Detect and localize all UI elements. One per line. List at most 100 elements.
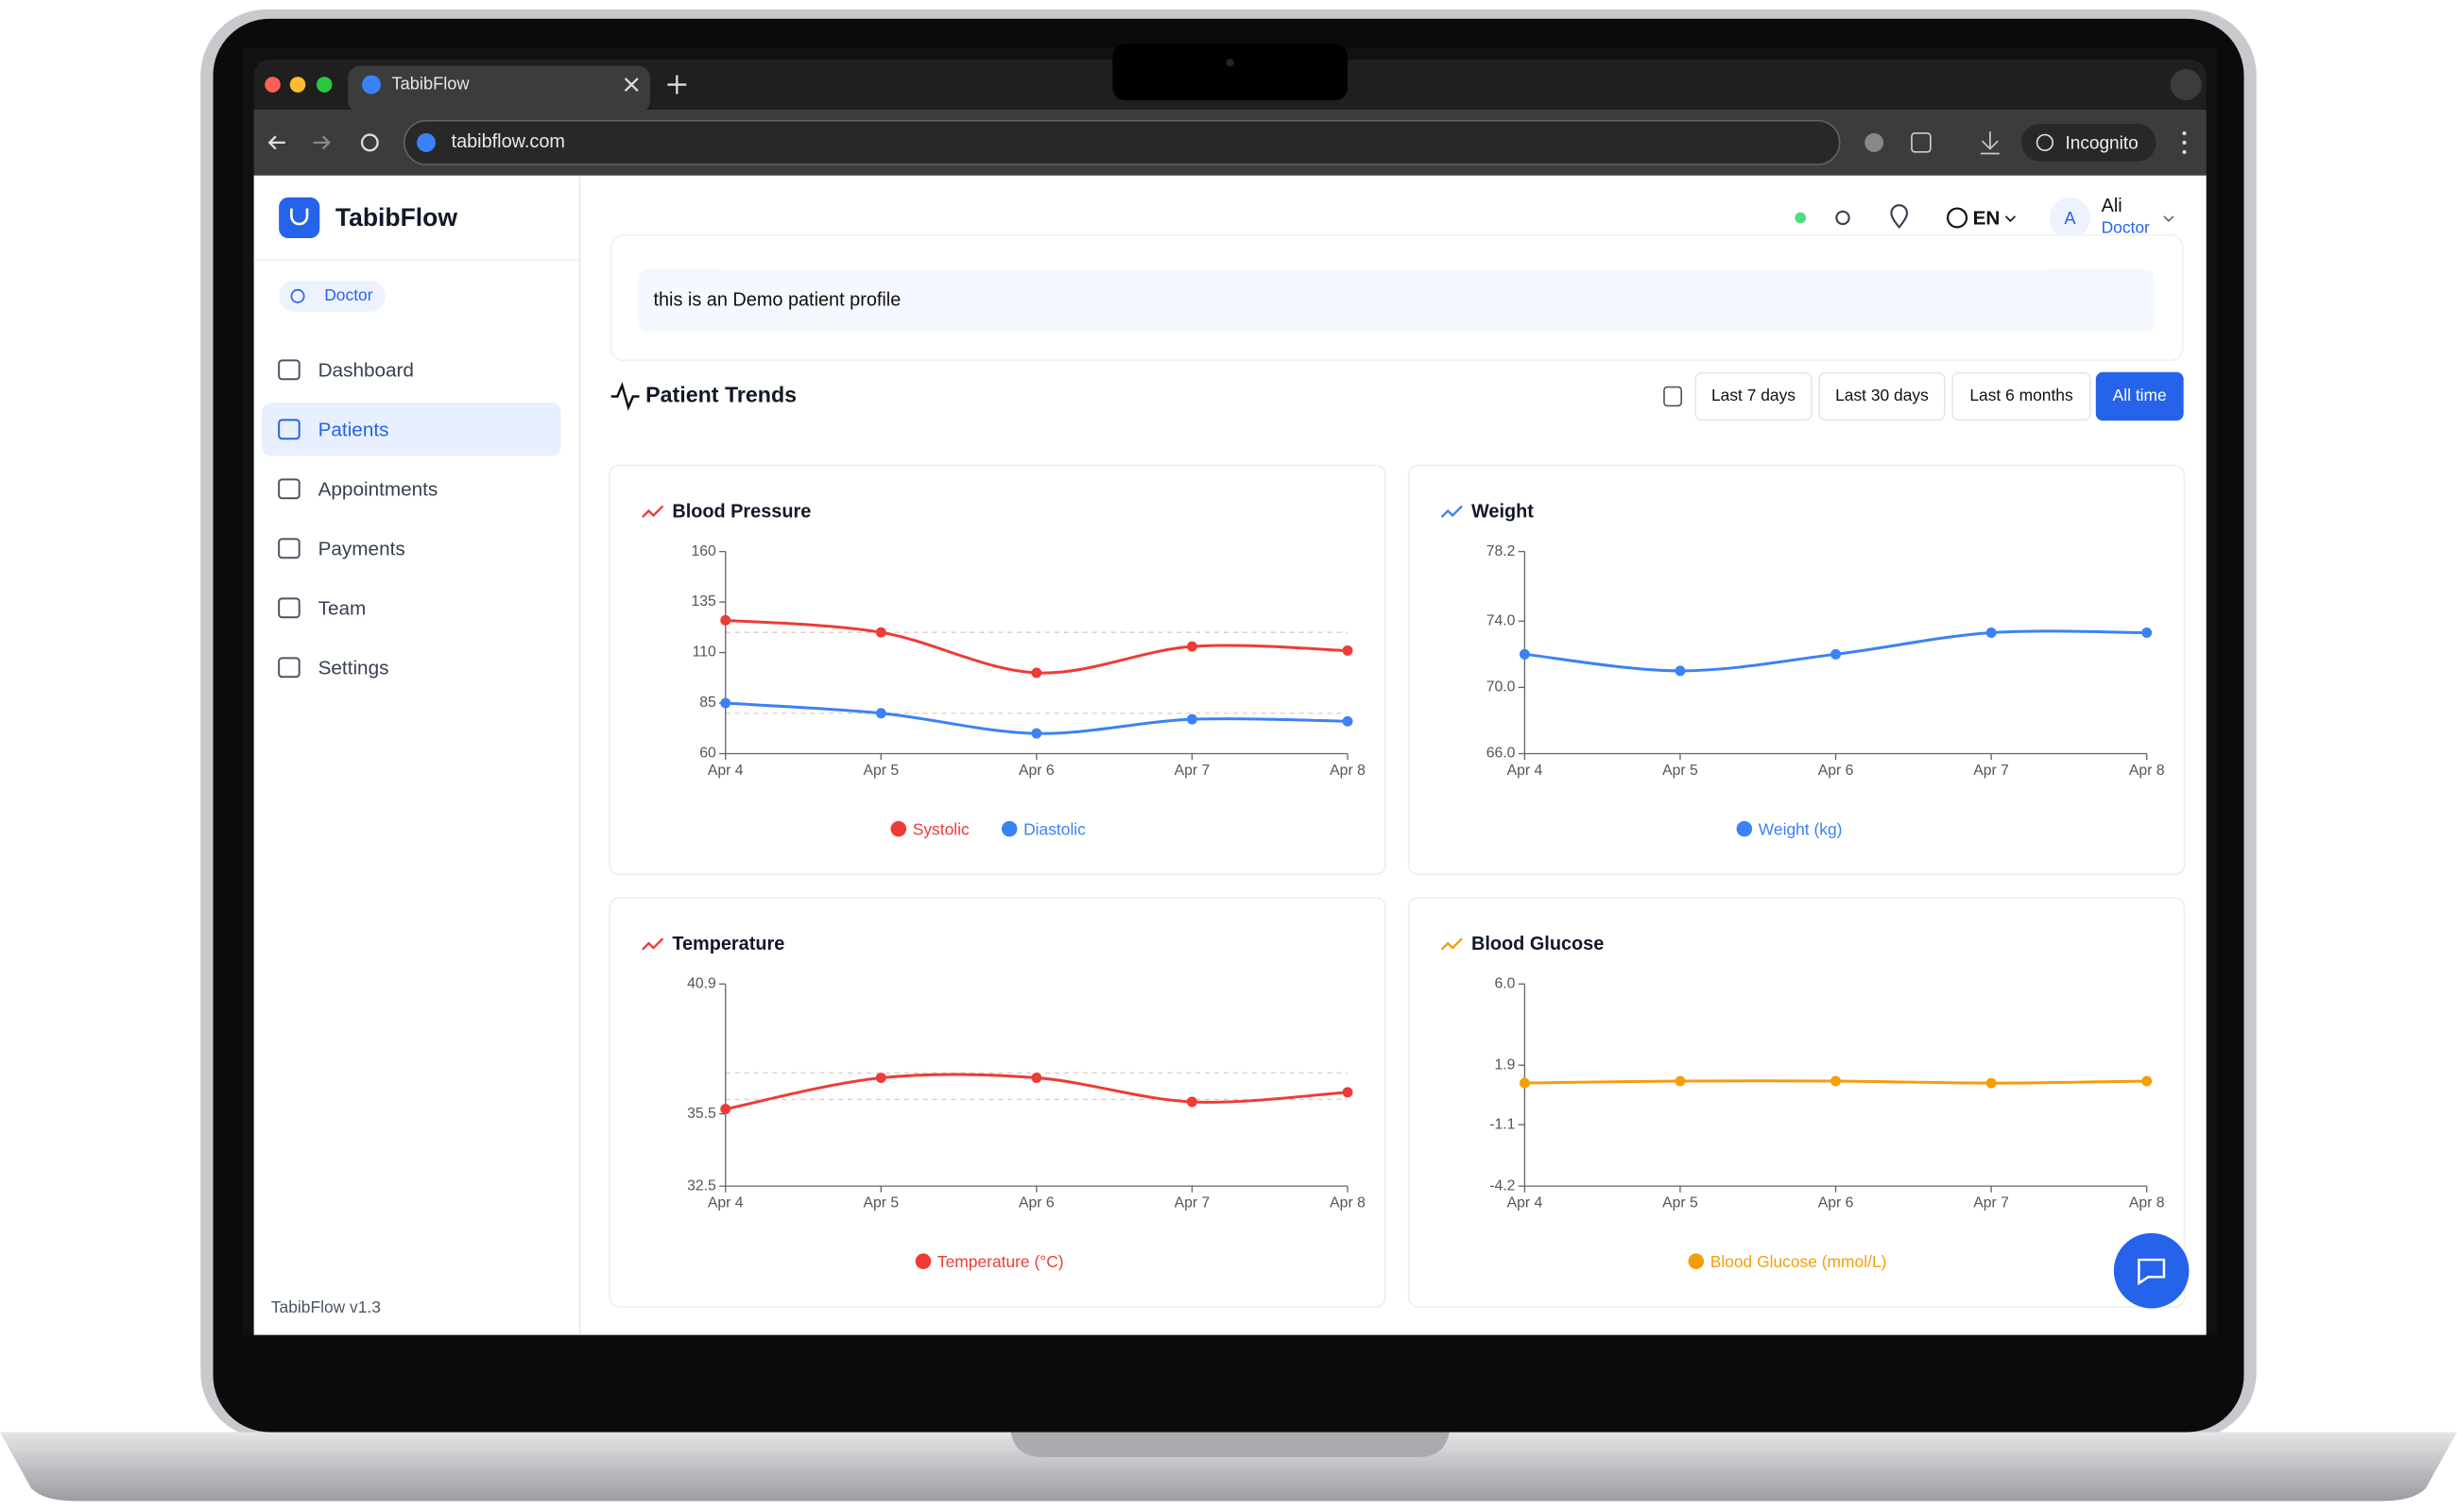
nav-item[interactable]: Settings [318,657,389,679]
chart-card [609,464,1386,876]
x-tick-label: Apr 8 [2129,1195,2165,1211]
tab-menu[interactable] [2170,68,2202,101]
url-bar[interactable] [403,119,1841,165]
incognito-label: Incognito [2065,134,2138,154]
nav-item[interactable]: Team [318,597,367,619]
data-point [1519,1077,1530,1089]
charts: Blood Pressure 60 85 110 135 160 Apr 4 Apr 5 Apr… [609,464,2186,1308]
data-point [1186,641,1197,652]
x-tick-label: Apr 4 [708,1195,744,1211]
language[interactable]: EN [1973,208,2001,230]
x-tick-label: Apr 6 [1019,1195,1055,1211]
range-button[interactable] [2095,371,2184,421]
forward[interactable] [313,135,331,150]
chart-title: Weight [1471,501,1534,522]
tab-close[interactable] [624,77,639,92]
data-point [875,708,886,719]
data-point [1342,644,1353,656]
nav-icon[interactable] [278,359,301,381]
close-dot[interactable] [265,77,281,93]
avatar[interactable] [2049,197,2090,239]
x-tick-label: Apr 5 [863,1195,899,1211]
download-icon[interactable] [1980,131,2000,155]
nav-icon[interactable] [278,657,301,679]
chart-icon [642,937,664,951]
range-button[interactable] [1818,371,1946,421]
user-role: Doctor [2102,218,2150,237]
legend-label: Temperature (°C) [937,1252,1064,1271]
incognito-chip[interactable] [2021,123,2156,162]
x-tick-label: Apr 4 [1507,1195,1543,1211]
ext-icon[interactable] [1864,132,1884,152]
note: this is an Demo patient profile [653,290,901,311]
x-tick-label: Apr 5 [1662,763,1698,779]
x-tick-label: Apr 6 [1818,1195,1854,1211]
url: tabibflow.com [452,131,565,152]
max-dot[interactable] [316,77,333,93]
x-tick-label: Apr 8 [2129,763,2165,779]
data-point [1519,648,1530,660]
x-tick-label: Apr 6 [1019,763,1055,779]
data-point [2141,627,2153,639]
data-point [720,614,731,626]
data-point [1342,715,1353,727]
data-point [1830,1075,1842,1087]
x-tick-label: Apr 7 [1175,1195,1211,1211]
nav-active [261,403,561,456]
nav-item[interactable]: Payments [318,538,405,559]
x-tick-label: Apr 5 [863,763,899,779]
data-point [1186,713,1197,725]
trends-title: Patient Trends [645,383,797,407]
range-button[interactable] [1951,371,2091,421]
y-tick-label: -4.2 [1489,1177,1515,1194]
x-tick-label: Apr 7 [1175,763,1211,779]
nav-icon[interactable] [278,597,301,619]
tab-title: TabibFlow [392,73,471,93]
tab[interactable] [348,65,651,113]
user-name: Ali [2102,196,2122,216]
range-button[interactable] [1694,371,1813,421]
data-point [1830,648,1842,660]
x-tick-label: Apr 4 [1507,763,1543,779]
nav-icon[interactable] [278,478,301,500]
y-tick-label: 135 [691,593,716,610]
version: TabibFlow v1.3 [271,1297,381,1316]
legend-label: Blood Glucose (mmol/L) [1710,1252,1887,1271]
incognito-icon [2036,133,2054,151]
y-tick-label: 160 [691,543,716,559]
role-badge [279,280,386,312]
user-caret [2163,215,2174,222]
chart-card [1407,464,2186,876]
x-tick-label: Apr 7 [1973,1195,2009,1211]
globe-icon[interactable] [1947,207,1968,229]
theme-toggle[interactable] [1835,210,1850,226]
laptop-base [0,1432,2457,1502]
camera-notch [1112,43,1349,101]
nav-icon[interactable] [278,538,301,559]
data-point [1342,1087,1353,1098]
back[interactable] [267,135,285,150]
nav-item[interactable]: Appointments [318,478,438,500]
nav-item[interactable]: Patients [318,419,389,440]
calendar-icon[interactable] [1663,386,1683,407]
location-icon[interactable] [1890,204,1909,230]
range-label: Last 30 days [1835,386,1929,404]
logo-glyph [290,208,309,226]
new-tab[interactable] [667,75,687,94]
legend-label: Weight (kg) [1759,819,1843,838]
nav: Dashboard Patients Appointments Payments Tea… [261,359,561,679]
chat-button[interactable] [2113,1232,2190,1309]
chart-icon [1440,937,1463,951]
data-point [2141,1075,2153,1087]
nav-icon[interactable] [278,419,301,440]
nav-item[interactable]: Dashboard [318,359,414,381]
reload[interactable] [360,133,379,152]
data-point [875,627,886,638]
min-dot[interactable] [289,77,306,93]
puzzle-icon[interactable] [1911,132,1932,153]
chart-title: Temperature [672,934,784,954]
data-point [1985,1077,1997,1089]
chat-icon [2138,1258,2166,1286]
y-tick-label: 60 [699,746,716,762]
